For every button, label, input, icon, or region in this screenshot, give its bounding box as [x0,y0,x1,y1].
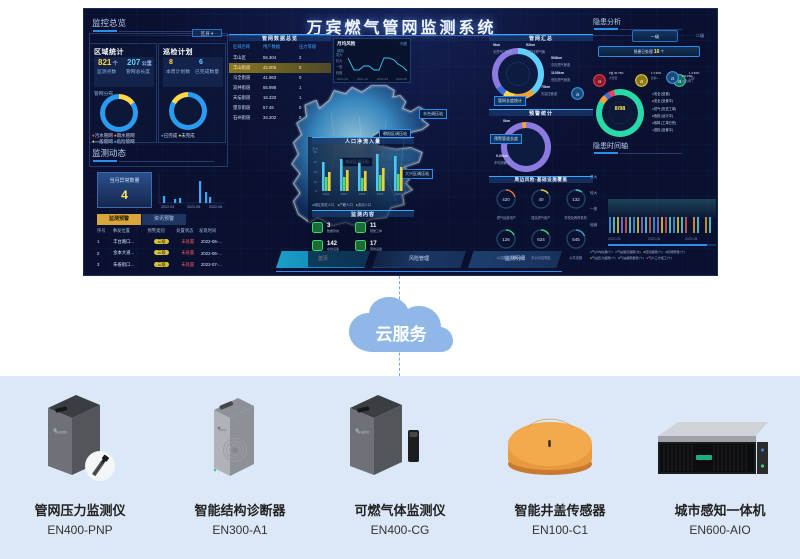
svg-text:132: 132 [572,197,580,202]
svg-text:2022-06: 2022-06 [209,205,222,209]
svg-text:40: 40 [538,197,544,202]
svg-text:较大: 较大 [336,58,343,63]
svg-text:0: 0 [315,189,317,193]
svg-text:2018: 2018 [359,192,366,196]
svg-text:2019: 2019 [377,192,384,196]
svg-text:10: 10 [314,180,318,184]
svg-text:2022-05: 2022-05 [187,205,200,209]
svg-text:126: 126 [503,237,511,242]
svg-text:重大: 重大 [336,52,343,57]
svg-text:VIFIO: VIFIO [219,428,228,432]
svg-text:25: 25 [314,170,318,174]
svg-text:W-B200: W-B200 [55,431,67,435]
svg-text:40: 40 [314,160,318,164]
svg-text:云服务: 云服务 [376,324,428,344]
svg-text:2022-04: 2022-04 [161,205,174,209]
svg-text:624: 624 [537,237,545,242]
svg-text:2020: 2020 [395,192,402,196]
svg-text:545: 545 [572,237,580,242]
svg-text:2016: 2016 [323,192,330,196]
svg-text:420: 420 [503,197,511,202]
svg-text:50: 50 [314,150,318,154]
svg-text:W-B200: W-B200 [357,431,369,435]
svg-text:2017: 2017 [341,192,348,196]
